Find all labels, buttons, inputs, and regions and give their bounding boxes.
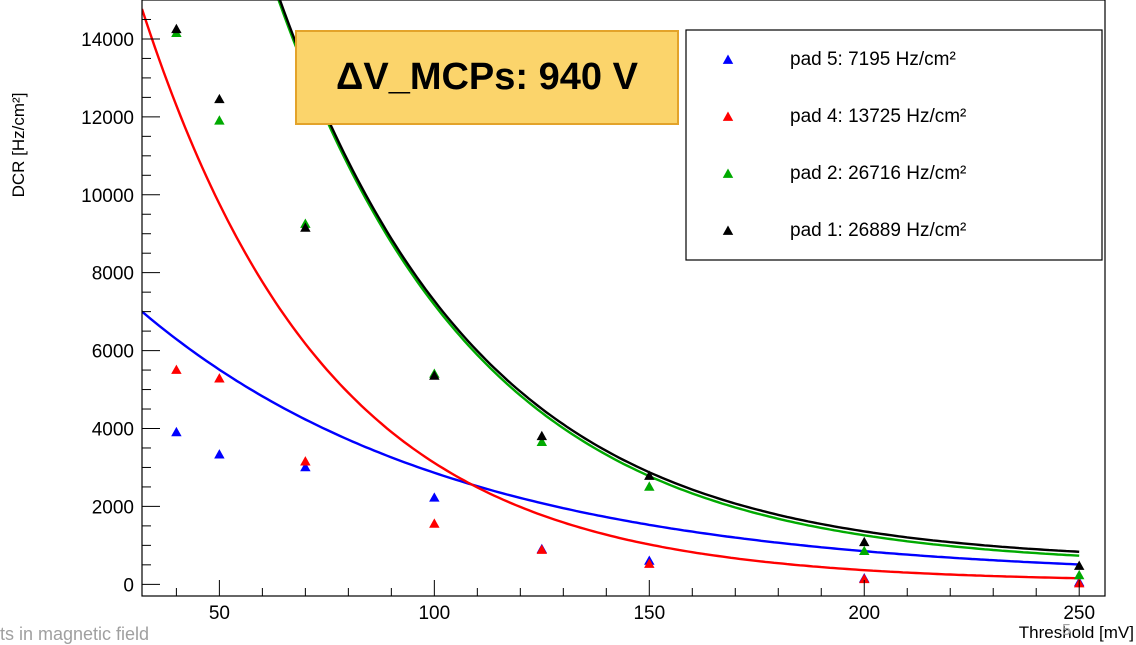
y-tick-label: 2000 bbox=[92, 497, 134, 518]
data-point bbox=[859, 545, 870, 556]
y-tick-label: 6000 bbox=[92, 342, 134, 363]
data-point bbox=[429, 518, 440, 528]
data-point bbox=[536, 430, 548, 441]
data-point bbox=[171, 426, 182, 437]
legend-label: pad 5: 7195 Hz/cm² bbox=[790, 49, 956, 70]
x-tick-label: 50 bbox=[209, 603, 230, 624]
annotation-text: ΔV_MCPs: 940 V bbox=[336, 56, 638, 98]
data-point bbox=[171, 364, 182, 374]
x-axis-title: Threshold [mV] bbox=[1019, 623, 1134, 642]
y-tick-label: 14000 bbox=[81, 30, 134, 51]
legend-marker bbox=[722, 54, 734, 64]
y-tick-label: 12000 bbox=[81, 108, 134, 129]
data-point bbox=[300, 222, 311, 232]
fit-curve bbox=[142, 8, 1080, 580]
legend-label: pad 1: 26889 Hz/cm² bbox=[790, 220, 966, 241]
page-number: 5 bbox=[1062, 622, 1071, 639]
legend: pad 5: 7195 Hz/cm² pad 4: 13725 Hz/cm² pad… bbox=[685, 29, 1103, 261]
annotation-box: ΔV_MCPs: 940 V bbox=[295, 30, 679, 125]
x-tick-label: 150 bbox=[633, 603, 665, 624]
y-tick-label: 10000 bbox=[81, 186, 134, 207]
data-point bbox=[214, 449, 225, 459]
data-point bbox=[300, 456, 311, 466]
footer-text: ts in magnetic field bbox=[0, 624, 150, 644]
legend-marker bbox=[722, 225, 734, 235]
data-point bbox=[1073, 569, 1085, 580]
data-point bbox=[859, 573, 870, 584]
legend-label: pad 2: 26716 Hz/cm² bbox=[790, 163, 966, 184]
y-tick-label: 4000 bbox=[92, 419, 134, 440]
data-point bbox=[644, 558, 655, 568]
data-point bbox=[214, 115, 225, 125]
data-point bbox=[214, 93, 225, 104]
data-point bbox=[300, 461, 311, 472]
legend-marker bbox=[722, 168, 734, 178]
x-tick-label: 200 bbox=[848, 603, 880, 624]
y-tick-label: 8000 bbox=[92, 264, 134, 285]
x-tick-label: 250 bbox=[1063, 603, 1095, 624]
data-point bbox=[859, 536, 870, 547]
data-point bbox=[1073, 560, 1085, 570]
x-tick-label: 100 bbox=[418, 603, 450, 624]
data-point bbox=[171, 23, 182, 34]
plot-frame bbox=[141, 0, 1106, 597]
data-point bbox=[429, 370, 440, 380]
axes: 50 100 150 200 250 0 2000 4000 6000 8000 10000 1200… bbox=[81, 0, 1095, 624]
data-point bbox=[214, 373, 225, 383]
data-point bbox=[536, 436, 548, 446]
data-point bbox=[429, 492, 440, 502]
y-tick-label: 0 bbox=[123, 575, 134, 596]
data-point bbox=[644, 481, 655, 491]
data-point bbox=[644, 470, 655, 480]
fit-curve bbox=[142, 310, 1080, 566]
legend-marker bbox=[722, 111, 734, 121]
legend-box bbox=[685, 29, 1103, 261]
legend-label: pad 4: 13725 Hz/cm² bbox=[790, 106, 966, 127]
y-axis-title: DCR [Hz/cm²] bbox=[9, 93, 28, 198]
data-point bbox=[536, 544, 548, 554]
